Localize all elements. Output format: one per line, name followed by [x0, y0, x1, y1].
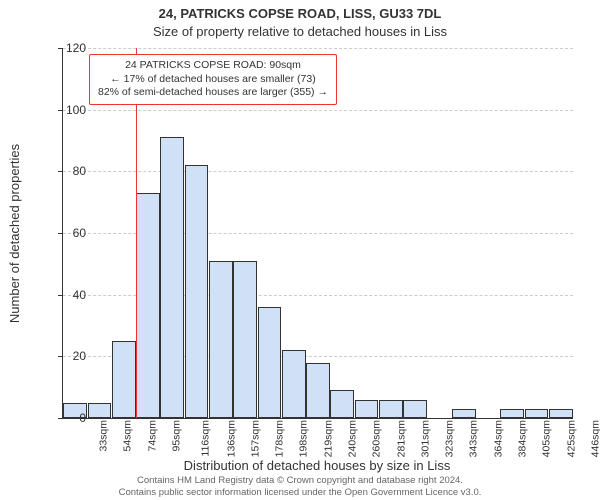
plot-area: 33sqm54sqm74sqm95sqm116sqm136sqm157sqm17… [62, 48, 573, 419]
xtick-label: 281sqm [395, 420, 407, 457]
ytick-label: 0 [46, 411, 86, 425]
chart-title-main: 24, PATRICKS COPSE ROAD, LISS, GU33 7DL [0, 6, 600, 21]
annotation-line3: 82% of semi-detached houses are larger (… [98, 86, 328, 100]
xtick-label: 425sqm [565, 420, 577, 457]
histogram-bar [306, 363, 330, 419]
xtick-label: 74sqm [146, 420, 158, 452]
x-axis-label: Distribution of detached houses by size … [62, 458, 572, 473]
xtick-label: 157sqm [249, 420, 261, 457]
xtick-label: 343sqm [468, 420, 480, 457]
ytick-label: 100 [46, 103, 86, 117]
histogram-bar [500, 409, 524, 418]
xtick-label: 364sqm [492, 420, 504, 457]
xtick-label: 260sqm [371, 420, 383, 457]
histogram-bar [185, 165, 209, 418]
xtick-label: 446sqm [589, 420, 600, 457]
histogram-bar [209, 261, 233, 418]
histogram-bar [355, 400, 379, 419]
xtick-label: 301sqm [419, 420, 431, 457]
histogram-bar [549, 409, 573, 418]
xtick-label: 116sqm [200, 420, 212, 457]
xtick-label: 178sqm [274, 420, 286, 457]
xtick-label: 33sqm [98, 420, 110, 452]
xtick-label: 240sqm [346, 420, 358, 457]
gridline [63, 110, 573, 111]
annotation-box: 24 PATRICKS COPSE ROAD: 90sqm ← 17% of d… [89, 54, 337, 105]
ytick-label: 60 [46, 226, 86, 240]
footer-attribution: Contains HM Land Registry data © Crown c… [0, 475, 600, 498]
ytick-label: 120 [46, 41, 86, 55]
histogram-bar [282, 350, 306, 418]
chart-root: 24, PATRICKS COPSE ROAD, LISS, GU33 7DL … [0, 0, 600, 500]
histogram-bar [233, 261, 257, 418]
histogram-bar [525, 409, 549, 418]
histogram-bar [88, 403, 112, 418]
histogram-bar [452, 409, 476, 418]
xtick-label: 54sqm [122, 420, 134, 452]
xtick-label: 136sqm [225, 420, 237, 457]
xtick-label: 198sqm [298, 420, 310, 457]
histogram-bar [403, 400, 427, 419]
footer-line2: Contains public sector information licen… [0, 487, 600, 498]
gridline [63, 48, 573, 49]
xtick-label: 405sqm [541, 420, 553, 457]
histogram-bar [112, 341, 136, 418]
ytick-label: 80 [46, 164, 86, 178]
xtick-label: 219sqm [322, 420, 334, 457]
histogram-bar [258, 307, 282, 418]
annotation-line1: 24 PATRICKS COPSE ROAD: 90sqm [98, 59, 328, 73]
y-axis-label: Number of detached properties [8, 48, 22, 418]
annotation-line2: ← 17% of detached houses are smaller (73… [98, 73, 328, 87]
histogram-bar [136, 193, 160, 418]
y-axis-label-text: Number of detached properties [8, 143, 23, 322]
histogram-bar [160, 137, 184, 418]
ytick-label: 40 [46, 288, 86, 302]
xtick-label: 384sqm [516, 420, 528, 457]
xtick-label: 95sqm [171, 420, 183, 452]
xtick-label: 323sqm [444, 420, 456, 457]
histogram-bar [330, 390, 354, 418]
footer-line1: Contains HM Land Registry data © Crown c… [0, 475, 600, 486]
ytick-label: 20 [46, 349, 86, 363]
gridline [63, 171, 573, 172]
chart-title-sub: Size of property relative to detached ho… [0, 24, 600, 39]
histogram-bar [379, 400, 403, 419]
